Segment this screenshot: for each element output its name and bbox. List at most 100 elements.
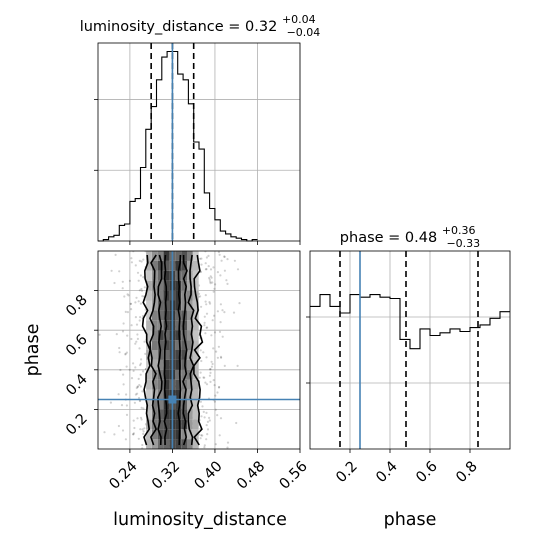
joint-density-cell: [163, 330, 170, 341]
joint-scatter-point: [103, 431, 106, 434]
joint-density-cell: [146, 439, 152, 449]
joint-scatter-point: [136, 417, 139, 420]
joint-density-cell: [181, 280, 187, 291]
joint-scatter-point: [210, 276, 213, 279]
joint-scatter-point: [139, 385, 142, 388]
joint-density-cell: [181, 369, 187, 380]
joint-scatter-point: [202, 410, 205, 413]
joint-scatter-point: [199, 295, 202, 298]
joint-scatter-point: [140, 358, 143, 361]
joint-scatter-point: [232, 311, 236, 314]
joint-scatter-point: [213, 384, 216, 387]
joint-scatter-point: [125, 365, 128, 368]
joint-scatter-point: [200, 305, 203, 308]
joint-density-cell: [187, 409, 193, 420]
joint-scatter-point: [142, 407, 145, 410]
title-luminosity-distance-plus: +0.04: [282, 13, 316, 26]
joint-density-cell: [157, 290, 164, 301]
joint-scatter-point: [208, 301, 211, 304]
joint-scatter-point: [109, 401, 112, 404]
joint-scatter-point: [217, 386, 221, 389]
right-xtick-label: 0.4: [373, 459, 401, 487]
joint-scatter-point: [123, 295, 126, 298]
joint-scatter-point: [205, 256, 208, 259]
joint-density-cell: [152, 330, 158, 341]
joint-density-cell: [187, 280, 193, 291]
joint-scatter-point: [199, 400, 202, 403]
joint-density-cell: [152, 439, 158, 449]
joint-density-cell: [146, 260, 152, 271]
joint-scatter-point: [135, 323, 139, 326]
joint-density-cell: [157, 330, 164, 341]
joint-density-cell: [146, 369, 152, 380]
joint-scatter-point: [214, 283, 217, 286]
title-phase-plus: +0.36: [442, 224, 476, 237]
joint-scatter-point: [140, 289, 144, 292]
joint-scatter-point: [213, 314, 216, 317]
joint-scatter-point: [207, 254, 210, 257]
joint-scatter-point: [124, 310, 127, 313]
joint-scatter-point: [139, 364, 142, 367]
joint-density-cell: [152, 399, 158, 410]
joint-scatter-point: [115, 333, 118, 336]
joint-scatter-point: [206, 433, 209, 436]
joint-scatter-point: [124, 438, 127, 441]
joint-density-cell: [181, 300, 187, 311]
joint-scatter-point: [141, 447, 144, 449]
joint-scatter-point: [207, 265, 210, 268]
joint-scatter-point: [223, 255, 226, 258]
joint-scatter-point: [204, 300, 207, 303]
joint-scatter-point: [137, 300, 140, 303]
joint-scatter-point: [208, 416, 211, 419]
joint-ytick-label: 0.8: [63, 292, 91, 320]
joint-scatter-point: [218, 434, 221, 437]
joint-scatter-point: [134, 301, 137, 304]
joint-scatter-point: [199, 257, 202, 260]
title-phase-minus: −0.33: [446, 237, 480, 250]
joint-density-cell: [163, 379, 170, 390]
joint-scatter-point: [139, 302, 142, 305]
joint-density-cell: [192, 280, 199, 291]
joint-scatter-point: [203, 444, 206, 447]
joint-scatter-point: [199, 371, 202, 374]
joint-scatter-point: [236, 268, 240, 271]
joint-scatter-point: [209, 368, 212, 371]
joint-contours: [141, 254, 204, 446]
joint-scatter-point: [139, 373, 142, 376]
title-phase-main: phase = 0.48: [340, 230, 437, 246]
joint-scatter-point: [200, 415, 203, 418]
joint-scatter-point: [138, 399, 141, 403]
joint-density-cell: [192, 379, 199, 390]
joint-density-cell: [175, 350, 182, 360]
joint-scatter-point: [208, 302, 212, 305]
joint-scatter-point: [204, 268, 207, 271]
joint-density-cell: [187, 310, 193, 321]
joint-scatter-point: [212, 266, 215, 269]
joint-density-cell: [175, 389, 182, 400]
joint-xtick-label: 0.48: [234, 459, 268, 493]
joint-density-cell: [187, 320, 193, 331]
joint-scatter-point: [139, 416, 143, 419]
joint-scatter-point: [203, 324, 206, 327]
joint-contour-line: [177, 254, 182, 446]
joint-scatter-point: [205, 303, 208, 306]
joint-scatter-point: [202, 376, 205, 379]
joint-scatter-point: [138, 319, 141, 322]
joint-scatter-point: [199, 437, 202, 440]
joint-scatter-point: [126, 311, 129, 314]
joint-scatter-point: [130, 261, 133, 264]
joint-scatter-point: [139, 428, 142, 431]
joint-density-cell: [146, 290, 152, 301]
joint-scatter-point: [203, 321, 206, 324]
joint-scatter-point: [217, 345, 220, 348]
joint-scatter-point: [143, 427, 146, 430]
joint-scatter-point: [118, 351, 121, 354]
joint-scatter-point: [209, 380, 212, 383]
joint-density-cell: [152, 320, 158, 331]
joint-scatter-point: [138, 383, 141, 387]
right-xtick-label: 0.8: [453, 459, 481, 487]
joint-density-cell: [192, 330, 199, 341]
joint-scatter-point: [208, 276, 211, 280]
joint-scatter-point: [209, 371, 212, 374]
joint-scatter-point: [114, 253, 117, 256]
